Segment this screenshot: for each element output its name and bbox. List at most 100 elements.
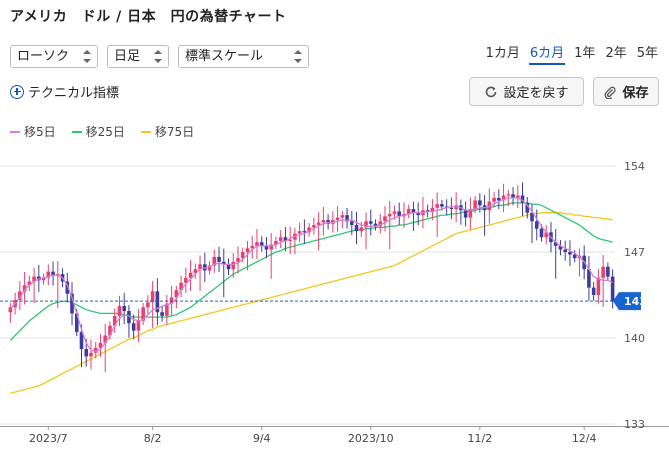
candle-body — [572, 254, 577, 259]
y-tick-label: 140 — [624, 332, 645, 345]
period-tab-1y[interactable]: 1年 — [574, 46, 596, 61]
candle-body — [150, 291, 155, 303]
candle-body — [307, 227, 311, 233]
period-tab-1m[interactable]: 1カ月 — [485, 46, 520, 61]
price-tag — [613, 292, 641, 311]
candle-body — [430, 207, 435, 212]
candle-body — [373, 223, 378, 227]
candle-body — [274, 240, 278, 245]
candle-body — [22, 285, 27, 292]
candle-body — [184, 277, 188, 283]
candle-body — [558, 245, 563, 250]
legend-label: 移5日 — [24, 125, 56, 139]
candle-body — [606, 266, 610, 277]
legend-item-ma25[interactable]: 移25日 — [71, 123, 125, 140]
interval-select[interactable]: 日足 — [107, 45, 169, 68]
candle-body — [264, 245, 269, 250]
candle-body — [316, 222, 321, 225]
legend-item-ma75[interactable]: 移75日 — [140, 123, 194, 140]
candle-body — [127, 310, 131, 324]
legend-label: 移25日 — [85, 125, 125, 139]
candle-body — [591, 287, 596, 295]
candle-body — [108, 325, 112, 336]
candle-body — [368, 221, 373, 224]
period-tab-5y[interactable]: 5年 — [636, 46, 658, 61]
period-tab-6m[interactable]: 6カ月 — [528, 45, 566, 65]
candle-body — [539, 228, 544, 238]
candle-body — [221, 261, 226, 265]
save-label: 保存 — [622, 86, 649, 101]
candle-body — [79, 331, 84, 350]
candle-body — [406, 209, 411, 214]
candle-body — [350, 221, 354, 225]
save-button[interactable]: 保存 — [593, 77, 659, 106]
candle-body — [207, 265, 212, 271]
select-arrows-icon — [294, 50, 302, 63]
chart-type-select[interactable]: ローソク — [10, 45, 98, 68]
candle-body — [217, 256, 221, 262]
candle-body — [240, 252, 245, 259]
price-chart[interactable]: 154 147 140 133 143 2023/7 8/2 9/4 2023/10 11/2 12… — [0, 145, 669, 450]
y-tick-label: 154 — [624, 160, 645, 173]
candle-body — [302, 231, 307, 233]
legend-item-ma5[interactable]: 移5日 — [10, 123, 56, 140]
candle-body — [103, 335, 108, 343]
candle-body — [74, 313, 79, 332]
scale-value: 標準スケール — [185, 49, 264, 64]
candle-body — [155, 291, 160, 313]
candle-body — [501, 195, 506, 201]
candle-body — [568, 252, 572, 255]
candle-body — [250, 245, 255, 249]
candle-body — [198, 264, 202, 270]
x-tick-label: 12/4 — [572, 432, 597, 445]
chart-type-value: ローソク — [17, 49, 70, 64]
candle-body — [515, 195, 520, 198]
reset-settings-button[interactable]: 設定を戻す — [469, 77, 584, 106]
ma75-line — [10, 212, 613, 394]
scale-select[interactable]: 標準スケール — [178, 45, 309, 68]
candle-body — [416, 212, 421, 216]
x-tick-label: 8/2 — [144, 432, 162, 445]
candle-body — [278, 237, 283, 241]
candle-body — [236, 258, 240, 262]
technical-indicator-toggle[interactable]: テクニカル指標 — [10, 82, 119, 101]
candle-body — [335, 217, 340, 221]
candle-body — [131, 323, 136, 331]
candle-body — [93, 347, 98, 353]
legend-swatch — [140, 130, 151, 133]
select-arrows-icon — [83, 50, 91, 63]
refresh-icon — [486, 86, 497, 97]
candle-body — [269, 244, 273, 250]
candle-body — [511, 194, 515, 198]
candle-body — [89, 352, 93, 357]
period-tabs: 1カ月 6カ月 1年 2年 5年 — [485, 45, 659, 65]
candle-body — [563, 249, 568, 252]
candle-body — [297, 231, 302, 234]
candle-body — [411, 209, 416, 213]
ma5-line — [9, 197, 613, 353]
candle-body — [544, 232, 549, 238]
candle-body — [601, 266, 605, 278]
candle-body — [84, 349, 89, 357]
chart-legend: 移5日 移25日 移75日 — [10, 123, 194, 140]
candle-body — [610, 276, 615, 302]
candle-body — [435, 204, 439, 208]
candle-body — [27, 281, 32, 286]
candle-body — [492, 197, 496, 202]
candle-body — [383, 216, 387, 222]
candle-body — [174, 290, 179, 298]
price-tag-label: 143 — [624, 295, 647, 308]
candle-body — [112, 315, 117, 326]
candle-body — [364, 221, 368, 228]
y-tick-label: 147 — [624, 246, 645, 259]
x-tick-label: 2023/10 — [348, 432, 394, 445]
candle-body — [160, 312, 164, 316]
candle-body — [70, 293, 74, 314]
candle-body — [449, 207, 454, 209]
legend-swatch — [10, 130, 20, 133]
candle-body — [497, 197, 501, 201]
period-tab-2y[interactable]: 2年 — [605, 46, 627, 61]
candle-body — [473, 200, 477, 209]
candle-body — [534, 221, 539, 229]
candle-body — [440, 204, 444, 207]
